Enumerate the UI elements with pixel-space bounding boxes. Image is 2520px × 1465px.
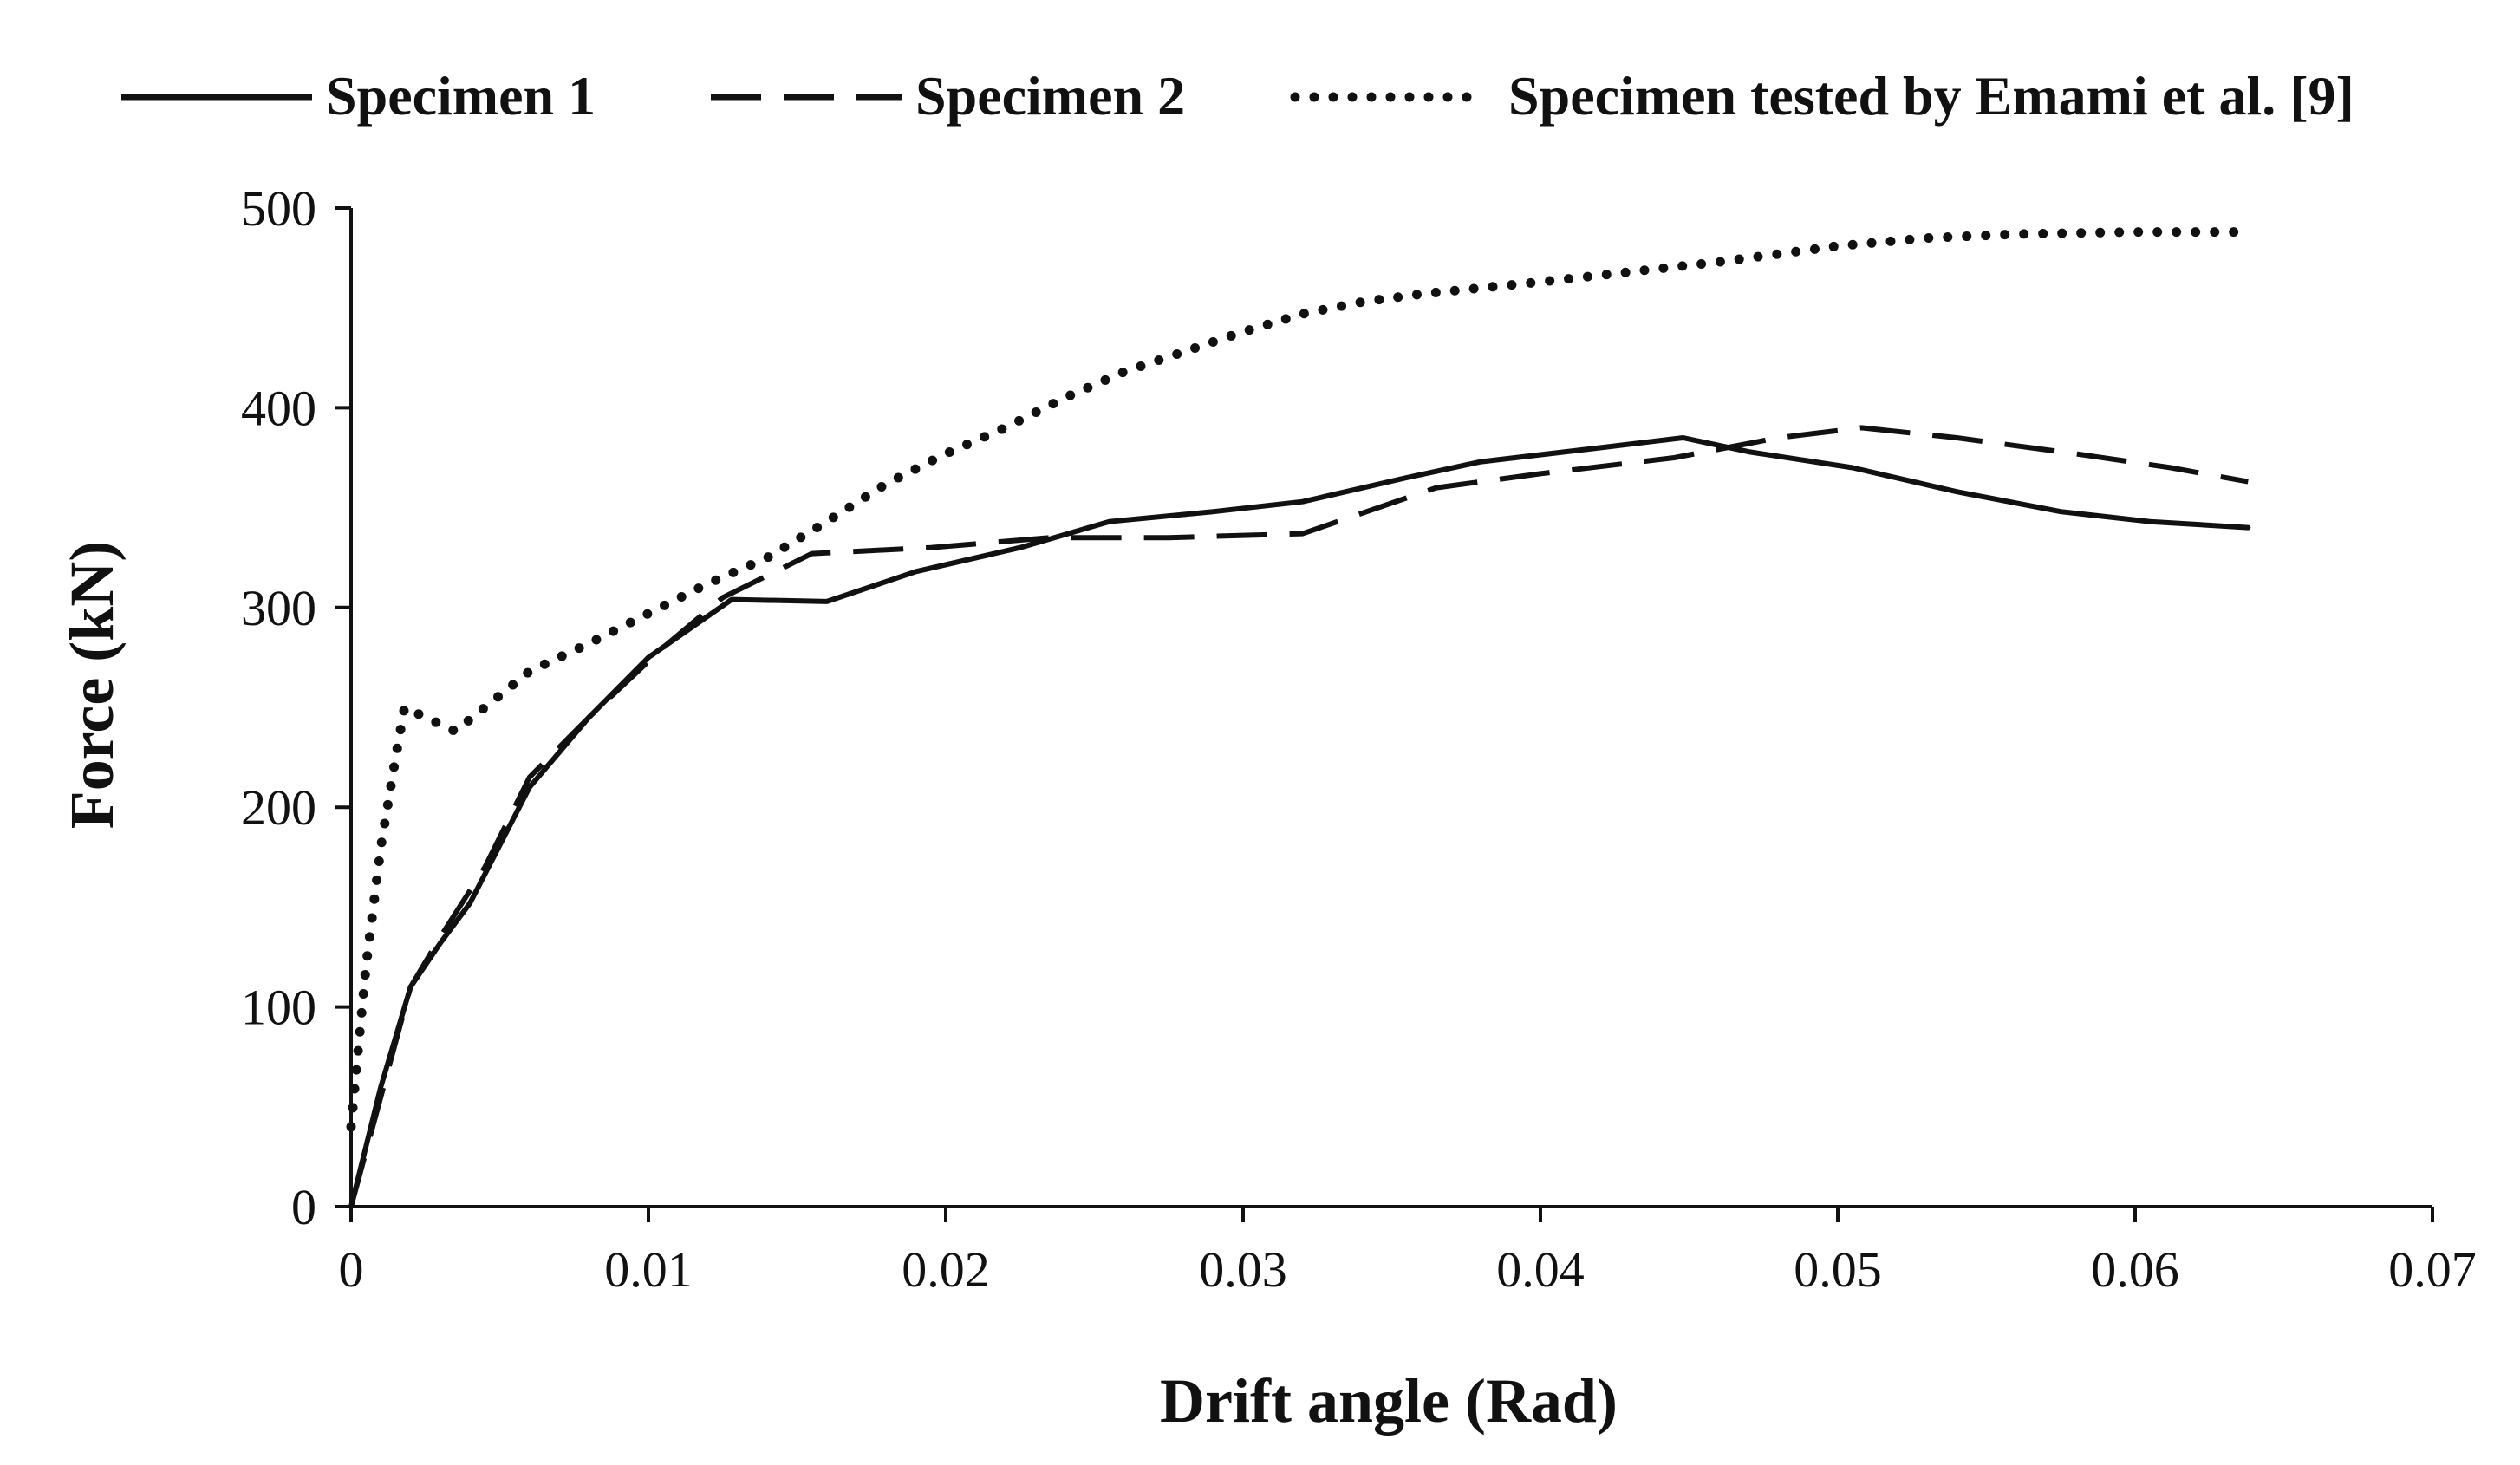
legend: Specimen 1 Specimen 2 Specimen tested by…	[121, 65, 2354, 127]
y-tick-label: 100	[241, 980, 316, 1036]
y-tick-label: 200	[241, 779, 316, 836]
x-tick-label: 0.01	[604, 1241, 693, 1298]
x-tick-label: 0	[339, 1241, 364, 1298]
x-tick-label: 0.07	[2388, 1241, 2477, 1298]
y-axis-title: Force (kN)	[57, 541, 127, 830]
x-tick-label: 0.06	[2091, 1241, 2179, 1298]
series-line-specimen-1	[348, 435, 2251, 1209]
x-tick-label: 0.03	[1199, 1241, 1287, 1298]
series-layer	[346, 227, 2253, 1209]
y-tick-label: 300	[241, 580, 316, 636]
y-tick-label: 500	[241, 180, 316, 237]
x-axis-title: Drift angle (Rad)	[1160, 1366, 1618, 1436]
series-line-specimen-tested-by-emami-et-al-9	[346, 227, 2253, 1132]
legend-label-specimen-1: Specimen 1	[326, 65, 596, 127]
y-ticks: 0 100 200 300 400 500	[241, 180, 351, 1235]
legend-label-emami: Specimen tested by Emami et al. [9]	[1508, 65, 2354, 127]
axes: 0 100 200 300 400 500 0 0.01 0.02 0.03 0.04 0.05 0.…	[241, 180, 2477, 1298]
x-tick-label: 0.04	[1496, 1241, 1585, 1298]
x-ticks: 0 0.01 0.02 0.03 0.04 0.05 0.06 0.07	[339, 1207, 2477, 1298]
x-tick-label: 0.05	[1794, 1241, 1882, 1298]
y-tick-label: 0	[291, 1179, 316, 1235]
legend-label-specimen-2: Specimen 2	[915, 65, 1185, 127]
x-tick-label: 0.02	[902, 1241, 990, 1298]
series-line-specimen-2	[348, 425, 2249, 1208]
y-tick-label: 400	[241, 380, 316, 436]
